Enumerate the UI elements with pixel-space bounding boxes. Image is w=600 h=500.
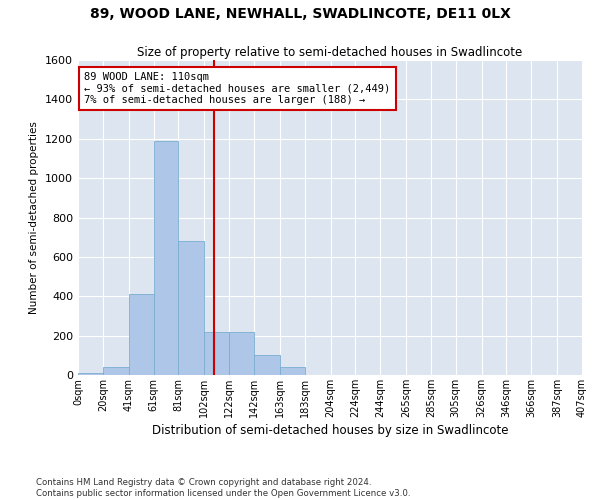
Bar	[154, 140, 178, 375]
Bar	[178, 241, 205, 375]
Bar	[280, 367, 305, 375]
X-axis label: Distribution of semi-detached houses by size in Swadlincote: Distribution of semi-detached houses by …	[152, 424, 508, 437]
Bar	[229, 332, 254, 375]
Bar	[129, 294, 154, 375]
Text: 89 WOOD LANE: 110sqm
← 93% of semi-detached houses are smaller (2,449)
7% of sem: 89 WOOD LANE: 110sqm ← 93% of semi-detac…	[84, 72, 391, 105]
Y-axis label: Number of semi-detached properties: Number of semi-detached properties	[29, 121, 40, 314]
Bar	[78, 373, 103, 375]
Title: Size of property relative to semi-detached houses in Swadlincote: Size of property relative to semi-detach…	[137, 46, 523, 59]
Bar	[254, 356, 280, 375]
Bar	[205, 332, 229, 375]
Text: Contains HM Land Registry data © Crown copyright and database right 2024.
Contai: Contains HM Land Registry data © Crown c…	[36, 478, 410, 498]
Bar	[103, 367, 129, 375]
Text: 89, WOOD LANE, NEWHALL, SWADLINCOTE, DE11 0LX: 89, WOOD LANE, NEWHALL, SWADLINCOTE, DE1…	[89, 8, 511, 22]
